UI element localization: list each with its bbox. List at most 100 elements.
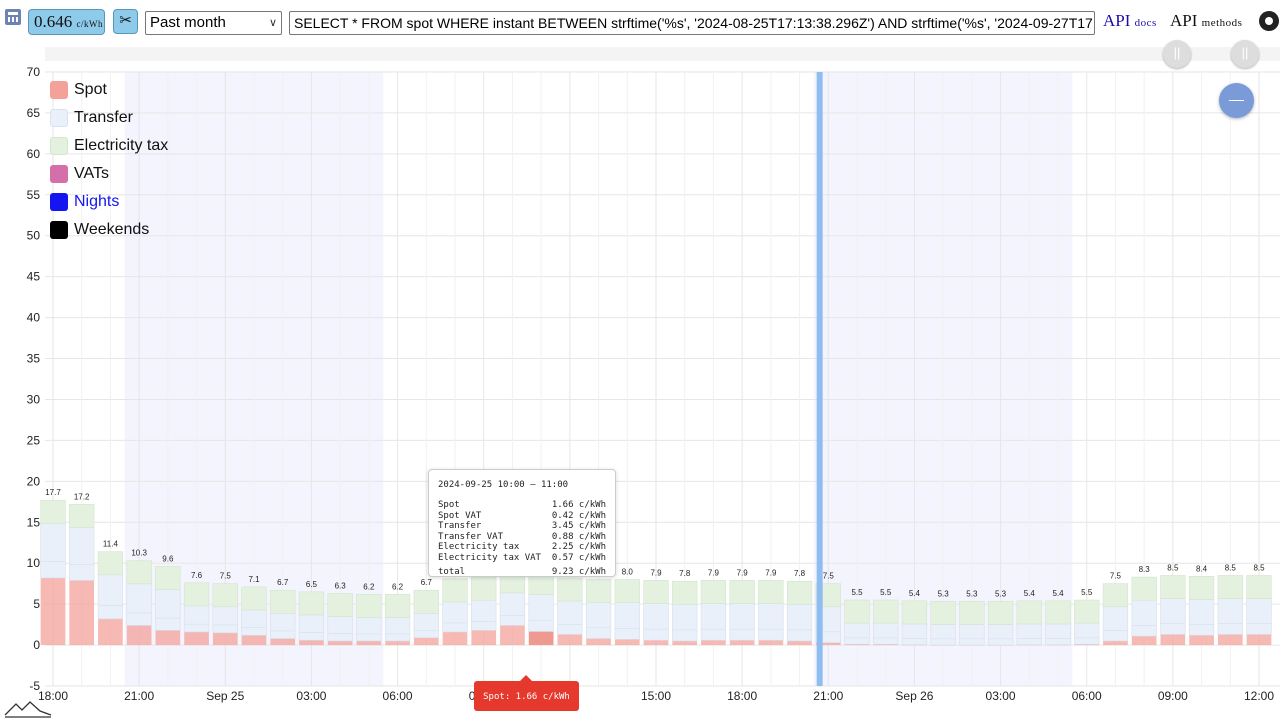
- legend-item-spot[interactable]: Spot: [50, 76, 168, 104]
- bar-segment-electricity-tax: [384, 594, 411, 618]
- tooltip-row-value: 0.88 c/kWh: [551, 531, 606, 542]
- bar-segment-transfer: [873, 622, 899, 645]
- bar-total-labels: 17.7 17.2 11.4 10.3 9.6 7.6 7.5 7.1 6.7 6.5 6.3 6.2…: [45, 488, 1265, 599]
- api-methods-link[interactable]: API methods: [1170, 11, 1242, 31]
- tools-button[interactable]: ✂: [113, 9, 138, 34]
- range-slider-track[interactable]: [45, 47, 1280, 61]
- bar-total-label: 5.5: [851, 588, 863, 597]
- tooltip-row: Spot VAT 0.42 c/kWh: [438, 511, 606, 522]
- x-tick-label: 15:00: [641, 689, 671, 703]
- bar-segment-transfer: [672, 603, 698, 642]
- bar-total-label: 17.7: [45, 488, 61, 497]
- x-tick-label: 06:00: [383, 689, 413, 703]
- bar-segment-spot: [212, 632, 238, 646]
- range-slider-handle-start[interactable]: ||: [1163, 40, 1191, 68]
- bar-segment-electricity-tax: [298, 591, 325, 616]
- github-icon[interactable]: [1259, 11, 1279, 31]
- legend: Spot Transfer Electricity tax VATs Night…: [50, 76, 168, 244]
- bar-total-label: 5.3: [995, 590, 1007, 599]
- bar-segment-transfer: [327, 616, 353, 642]
- bar-segment-electricity-tax: [585, 579, 612, 603]
- y-tick-label: 15: [27, 515, 41, 529]
- bar-segment-transfer: [557, 600, 583, 635]
- tooltip: 2024-09-25 10:00 – 11:00 Spot 1.66 c/kWh …: [428, 469, 616, 577]
- bar-segment-transfer: [356, 617, 382, 642]
- bar-segment-spot: [385, 640, 410, 646]
- current-price-button[interactable]: 0.646 c/kWh: [28, 9, 105, 35]
- bar-segment-transfer: [930, 624, 956, 646]
- bar-segment-spot: [758, 640, 784, 646]
- y-tick-label: 35: [27, 352, 41, 366]
- bar-segment-spot: [500, 625, 525, 646]
- bar-segment-electricity-tax: [959, 600, 985, 625]
- y-tick-label: 40: [27, 311, 41, 325]
- y-tick-label: 60: [27, 147, 41, 161]
- bar-segment-electricity-tax: [643, 580, 669, 604]
- bar-total-label: 7.5: [220, 572, 232, 581]
- tooltip-row-value: 0.57 c/kWh: [551, 552, 606, 563]
- bar-total-label: 11.4: [103, 540, 119, 549]
- bar-segment-spot: [1189, 635, 1214, 646]
- x-axis-ticks: 18:00 21:00 Sep 25 03:00 06:00 09:00 15:00 18:0…: [38, 689, 1274, 703]
- bar-segment-electricity-tax: [126, 560, 152, 585]
- bar-total-label: 7.8: [679, 569, 691, 578]
- tooltip-row-label: Electricity tax VAT: [438, 552, 541, 563]
- bar-total-label: 5.4: [1052, 589, 1064, 598]
- bar-total-label: 5.4: [909, 589, 921, 598]
- legend-swatch-vats: [50, 165, 68, 183]
- y-tick-label: 45: [27, 270, 41, 284]
- bar-segment-electricity-tax: [413, 589, 439, 614]
- tools-icon: ✂: [119, 12, 132, 29]
- bar-segment-transfer: [1102, 606, 1129, 642]
- bar-segment-electricity-tax: [1016, 600, 1042, 625]
- x-tick-label: 12:00: [1244, 689, 1274, 703]
- sql-query-text: SELECT * FROM spot WHERE instant BETWEEN…: [294, 15, 1095, 31]
- x-tick-label: 21:00: [813, 689, 843, 703]
- bar-total-label: 8.5: [1225, 563, 1237, 572]
- bar-segment-transfer: [987, 624, 1014, 646]
- current-time-marker: [816, 72, 823, 686]
- tooltip-row: Electricity tax 2.25 c/kWh: [438, 542, 606, 553]
- bar-segment-electricity-tax: [844, 599, 870, 624]
- bar-total-label: 7.9: [737, 568, 749, 577]
- legend-item-vats[interactable]: VATs: [50, 160, 168, 188]
- legend-item-weekends[interactable]: Weekends: [50, 216, 168, 244]
- tooltip-row-value: 0.42 c/kWh: [551, 510, 606, 521]
- api-docs-link[interactable]: API docs: [1103, 11, 1157, 31]
- range-slider-handle-end[interactable]: ||: [1231, 40, 1259, 68]
- bar-segment-electricity-tax: [212, 583, 238, 608]
- legend-item-transfer[interactable]: Transfer: [50, 104, 168, 132]
- bar-segment-electricity-tax: [183, 582, 210, 607]
- bar-total-label: 8.5: [1167, 563, 1179, 572]
- legend-item-electricity-tax[interactable]: Electricity tax: [50, 132, 168, 160]
- bar-segment-spot: [557, 634, 583, 646]
- bar-segment-transfer: [758, 603, 784, 641]
- bar-total-label: 5.5: [880, 588, 892, 597]
- bar-segment-electricity-tax: [241, 586, 267, 611]
- bar-segment-spot: [155, 630, 181, 646]
- bar-segment-transfer: [97, 574, 124, 620]
- bar-total-label: 6.7: [421, 578, 433, 587]
- time-range-selected: Past month: [150, 14, 226, 31]
- x-tick-label: 03:00: [296, 689, 326, 703]
- legend-item-nights[interactable]: Nights: [50, 188, 168, 216]
- calculator-icon[interactable]: [5, 9, 21, 25]
- bar-segment-electricity-tax: [901, 600, 928, 625]
- bar-total-label: 7.1: [248, 575, 260, 584]
- bar-segment-spot: [1160, 634, 1186, 646]
- tooltip-row-label: Transfer VAT: [438, 531, 504, 542]
- zoom-out-button[interactable]: [1219, 83, 1254, 118]
- bar-total-label: 5.4: [1024, 589, 1036, 598]
- tooltip-row: Electricity tax VAT 0.57 c/kWh: [438, 553, 606, 564]
- bar-segment-transfer: [442, 601, 468, 633]
- time-range-select[interactable]: Past month ∨: [145, 11, 282, 35]
- bar-segment-spot: [1074, 644, 1100, 646]
- bar-segment-electricity-tax: [97, 551, 124, 576]
- tooltip-row-value: 3.45 c/kWh: [551, 521, 606, 531]
- bar-total-label: 8.0: [622, 568, 634, 577]
- sql-query-input[interactable]: SELECT * FROM spot WHERE instant BETWEEN…: [289, 11, 1095, 35]
- bar-segment-electricity-tax: [69, 503, 95, 528]
- bar-segment-spot: [413, 637, 439, 646]
- bar-segment-transfer: [499, 592, 526, 626]
